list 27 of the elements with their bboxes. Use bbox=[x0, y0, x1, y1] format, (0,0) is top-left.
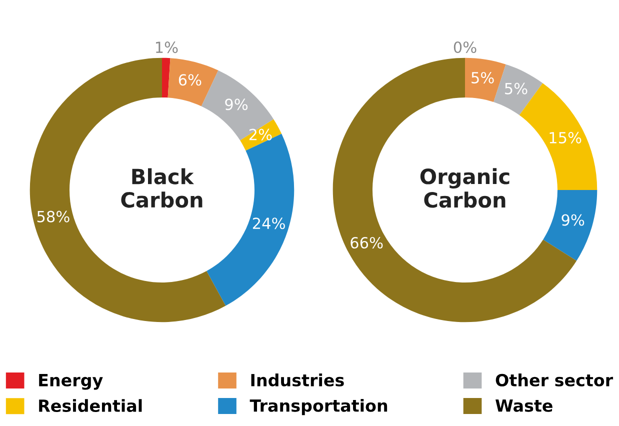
donut-slice bbox=[543, 190, 598, 261]
donut-slice bbox=[30, 58, 226, 322]
legend-label: Residential bbox=[39, 399, 142, 412]
legend-label: Other sector bbox=[496, 374, 614, 386]
data-label: 58% bbox=[37, 210, 70, 222]
donut-slice bbox=[465, 58, 506, 102]
donut-slice bbox=[162, 58, 170, 98]
text: Organic Carbon bbox=[420, 168, 510, 208]
text: Black Carbon bbox=[121, 168, 202, 208]
data-label: 5% bbox=[472, 72, 494, 84]
data-label: 15% bbox=[550, 132, 582, 144]
data-label: 9% bbox=[562, 214, 584, 226]
legend-label: Energy bbox=[39, 374, 103, 390]
donut-slice bbox=[168, 58, 218, 106]
data-label: 24% bbox=[252, 218, 285, 230]
data-label: 2% bbox=[249, 128, 272, 140]
legend-label: Waste bbox=[496, 400, 552, 412]
data-label: 5% bbox=[505, 82, 528, 94]
donut-slice bbox=[494, 64, 543, 116]
legend-label: Transportation bbox=[250, 399, 388, 416]
text: 0% bbox=[454, 41, 476, 54]
donut-slice bbox=[201, 70, 274, 140]
legend-label: Industries bbox=[251, 374, 344, 386]
data-label: 1% bbox=[156, 42, 178, 54]
data-label: 6% bbox=[178, 74, 202, 86]
data-label: 66% bbox=[350, 236, 383, 249]
data-label: 9% bbox=[225, 98, 248, 110]
